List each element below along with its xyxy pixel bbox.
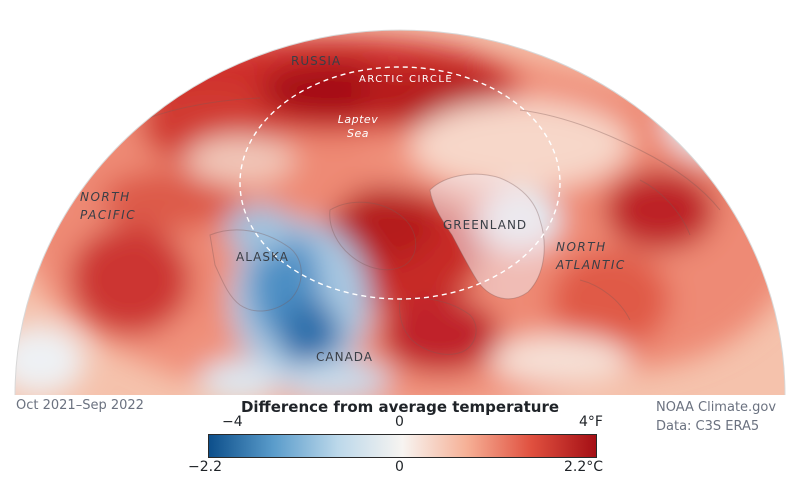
legend-c-min: −2.2 [188, 459, 222, 475]
credits: NOAA Climate.gov Data: C3S ERA5 [656, 398, 776, 436]
period-label: Oct 2021–Sep 2022 [16, 398, 144, 413]
label-arctic-circle: ARCTIC CIRCLE [359, 74, 454, 85]
arctic-circle [239, 66, 561, 300]
legend-c-mid: 0 [395, 459, 404, 475]
credit-data: Data: C3S ERA5 [656, 419, 760, 434]
color-scale-bar [208, 434, 597, 458]
legend-c-max: 2.2°C [564, 459, 604, 475]
label-greenland: GREENLAND [443, 218, 528, 232]
label-canada: CANADA [316, 350, 374, 364]
label-north-atlantic: NORTH ATLANTIC [556, 240, 626, 272]
legend-f-min: −4 [222, 414, 243, 430]
legend-title: Difference from average temperature [240, 398, 560, 416]
label-north-pacific: NORTH PACIFIC [80, 190, 137, 222]
label-laptev-sea: Laptev Sea [337, 113, 379, 140]
globe-rim [14, 29, 786, 395]
label-alaska: ALASKA [236, 250, 289, 264]
coastlines [119, 97, 721, 355]
temperature-anomaly-map [14, 29, 786, 395]
credit-source: NOAA Climate.gov [656, 400, 777, 415]
legend-f-mid: 0 [395, 414, 404, 430]
label-russia: RUSSIA [291, 54, 342, 68]
legend-f-max: 4°F [579, 414, 603, 430]
